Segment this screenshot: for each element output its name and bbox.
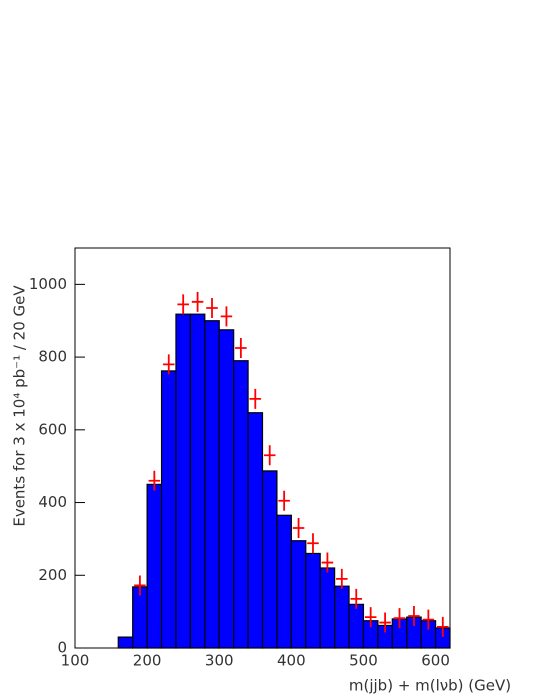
data-point xyxy=(292,518,305,538)
x-tick-label: 200 xyxy=(133,652,162,670)
data-point xyxy=(263,445,276,466)
y-tick-label: 800 xyxy=(38,348,67,366)
bar xyxy=(204,320,220,649)
data-point xyxy=(321,552,334,573)
bar xyxy=(247,412,264,649)
bar xyxy=(160,370,177,649)
bar xyxy=(261,470,278,649)
bar xyxy=(146,483,163,649)
data-point xyxy=(437,616,449,637)
bar xyxy=(189,313,206,649)
bar xyxy=(117,636,134,649)
bar xyxy=(218,329,235,649)
bar xyxy=(319,567,336,649)
data-point xyxy=(249,388,262,409)
data-point xyxy=(220,306,233,327)
data-point xyxy=(162,354,175,375)
y-tick-label: 600 xyxy=(38,420,67,438)
bar xyxy=(276,514,292,649)
x-tick-label: 100 xyxy=(61,652,90,670)
y-tick-label: 400 xyxy=(38,493,67,511)
bar xyxy=(233,360,249,649)
data-point xyxy=(422,609,435,630)
data-point xyxy=(379,612,391,633)
bar xyxy=(305,552,321,649)
x-tick-label: 600 xyxy=(421,652,450,670)
data-point xyxy=(235,338,247,358)
plot-frame xyxy=(74,247,451,649)
y-tick-label: 1000 xyxy=(29,275,67,293)
data-point xyxy=(393,608,406,629)
data-point xyxy=(177,294,189,315)
bar xyxy=(132,586,148,649)
data-point xyxy=(134,575,146,596)
x-tick-label: 400 xyxy=(277,652,306,670)
bar xyxy=(334,585,350,649)
y-tick-label: 0 xyxy=(57,639,67,657)
x-tick-label: 500 xyxy=(349,652,378,670)
data-point xyxy=(191,291,204,312)
data-point xyxy=(206,298,218,318)
bar xyxy=(348,603,365,649)
bar xyxy=(290,540,307,649)
bar xyxy=(175,313,191,649)
x-tick-label: 300 xyxy=(205,652,234,670)
y-axis-label: Events for 3 x 10⁴ pb⁻¹ / 20 GeV xyxy=(11,285,29,527)
data-point xyxy=(336,568,348,589)
data-point xyxy=(350,588,363,609)
x-axis-label: m(jjb) + m(lνb) (GeV) xyxy=(349,677,511,695)
data-point xyxy=(278,490,290,511)
data-point xyxy=(364,607,377,628)
data-point xyxy=(307,533,319,554)
y-tick-label: 200 xyxy=(38,566,67,584)
data-point xyxy=(408,606,420,626)
data-point xyxy=(148,470,161,491)
